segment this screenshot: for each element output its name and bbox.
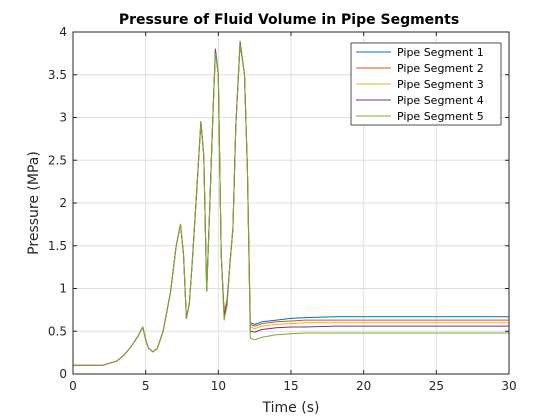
series-line-pipe-segment-5 bbox=[73, 44, 509, 366]
legend-label: Pipe Segment 3 bbox=[397, 78, 484, 91]
x-tick-label: 10 bbox=[211, 379, 226, 393]
y-tick-label: 2.5 bbox=[48, 153, 67, 167]
y-tick-label: 0.5 bbox=[48, 324, 67, 338]
x-tick-label: 0 bbox=[69, 379, 77, 393]
y-tick-label: 2 bbox=[59, 196, 67, 210]
x-tick-label: 30 bbox=[501, 379, 516, 393]
legend-label: Pipe Segment 5 bbox=[397, 110, 484, 123]
series-lines bbox=[73, 40, 509, 366]
y-tick-label: 1.5 bbox=[48, 239, 67, 253]
y-tick-label: 3 bbox=[59, 111, 67, 125]
y-tick-label: 4 bbox=[59, 25, 67, 39]
x-tick-label: 25 bbox=[429, 379, 444, 393]
x-axis-label: Time (s) bbox=[262, 400, 320, 416]
legend-label: Pipe Segment 2 bbox=[397, 62, 484, 75]
x-tick-label: 20 bbox=[356, 379, 371, 393]
y-tick-label: 1 bbox=[59, 282, 67, 296]
legend-label: Pipe Segment 1 bbox=[397, 46, 484, 59]
legend: Pipe Segment 1 Pipe Segment 2 Pipe Segment… bbox=[350, 42, 502, 126]
x-tick-label: 15 bbox=[283, 379, 298, 393]
y-tick-label: 0 bbox=[59, 367, 67, 381]
y-axis-label: Pressure (MPa) bbox=[26, 151, 42, 255]
axis-ticks: 0 5 10 15 20 25 30 0 0.5 1 1.5 2 2.5 3 3.5 4 bbox=[48, 25, 517, 393]
legend-label: Pipe Segment 4 bbox=[397, 94, 484, 107]
chart-title: Pressure of Fluid Volume in Pipe Segment… bbox=[119, 12, 459, 28]
y-tick-label: 3.5 bbox=[48, 68, 67, 82]
x-tick-label: 5 bbox=[142, 379, 150, 393]
